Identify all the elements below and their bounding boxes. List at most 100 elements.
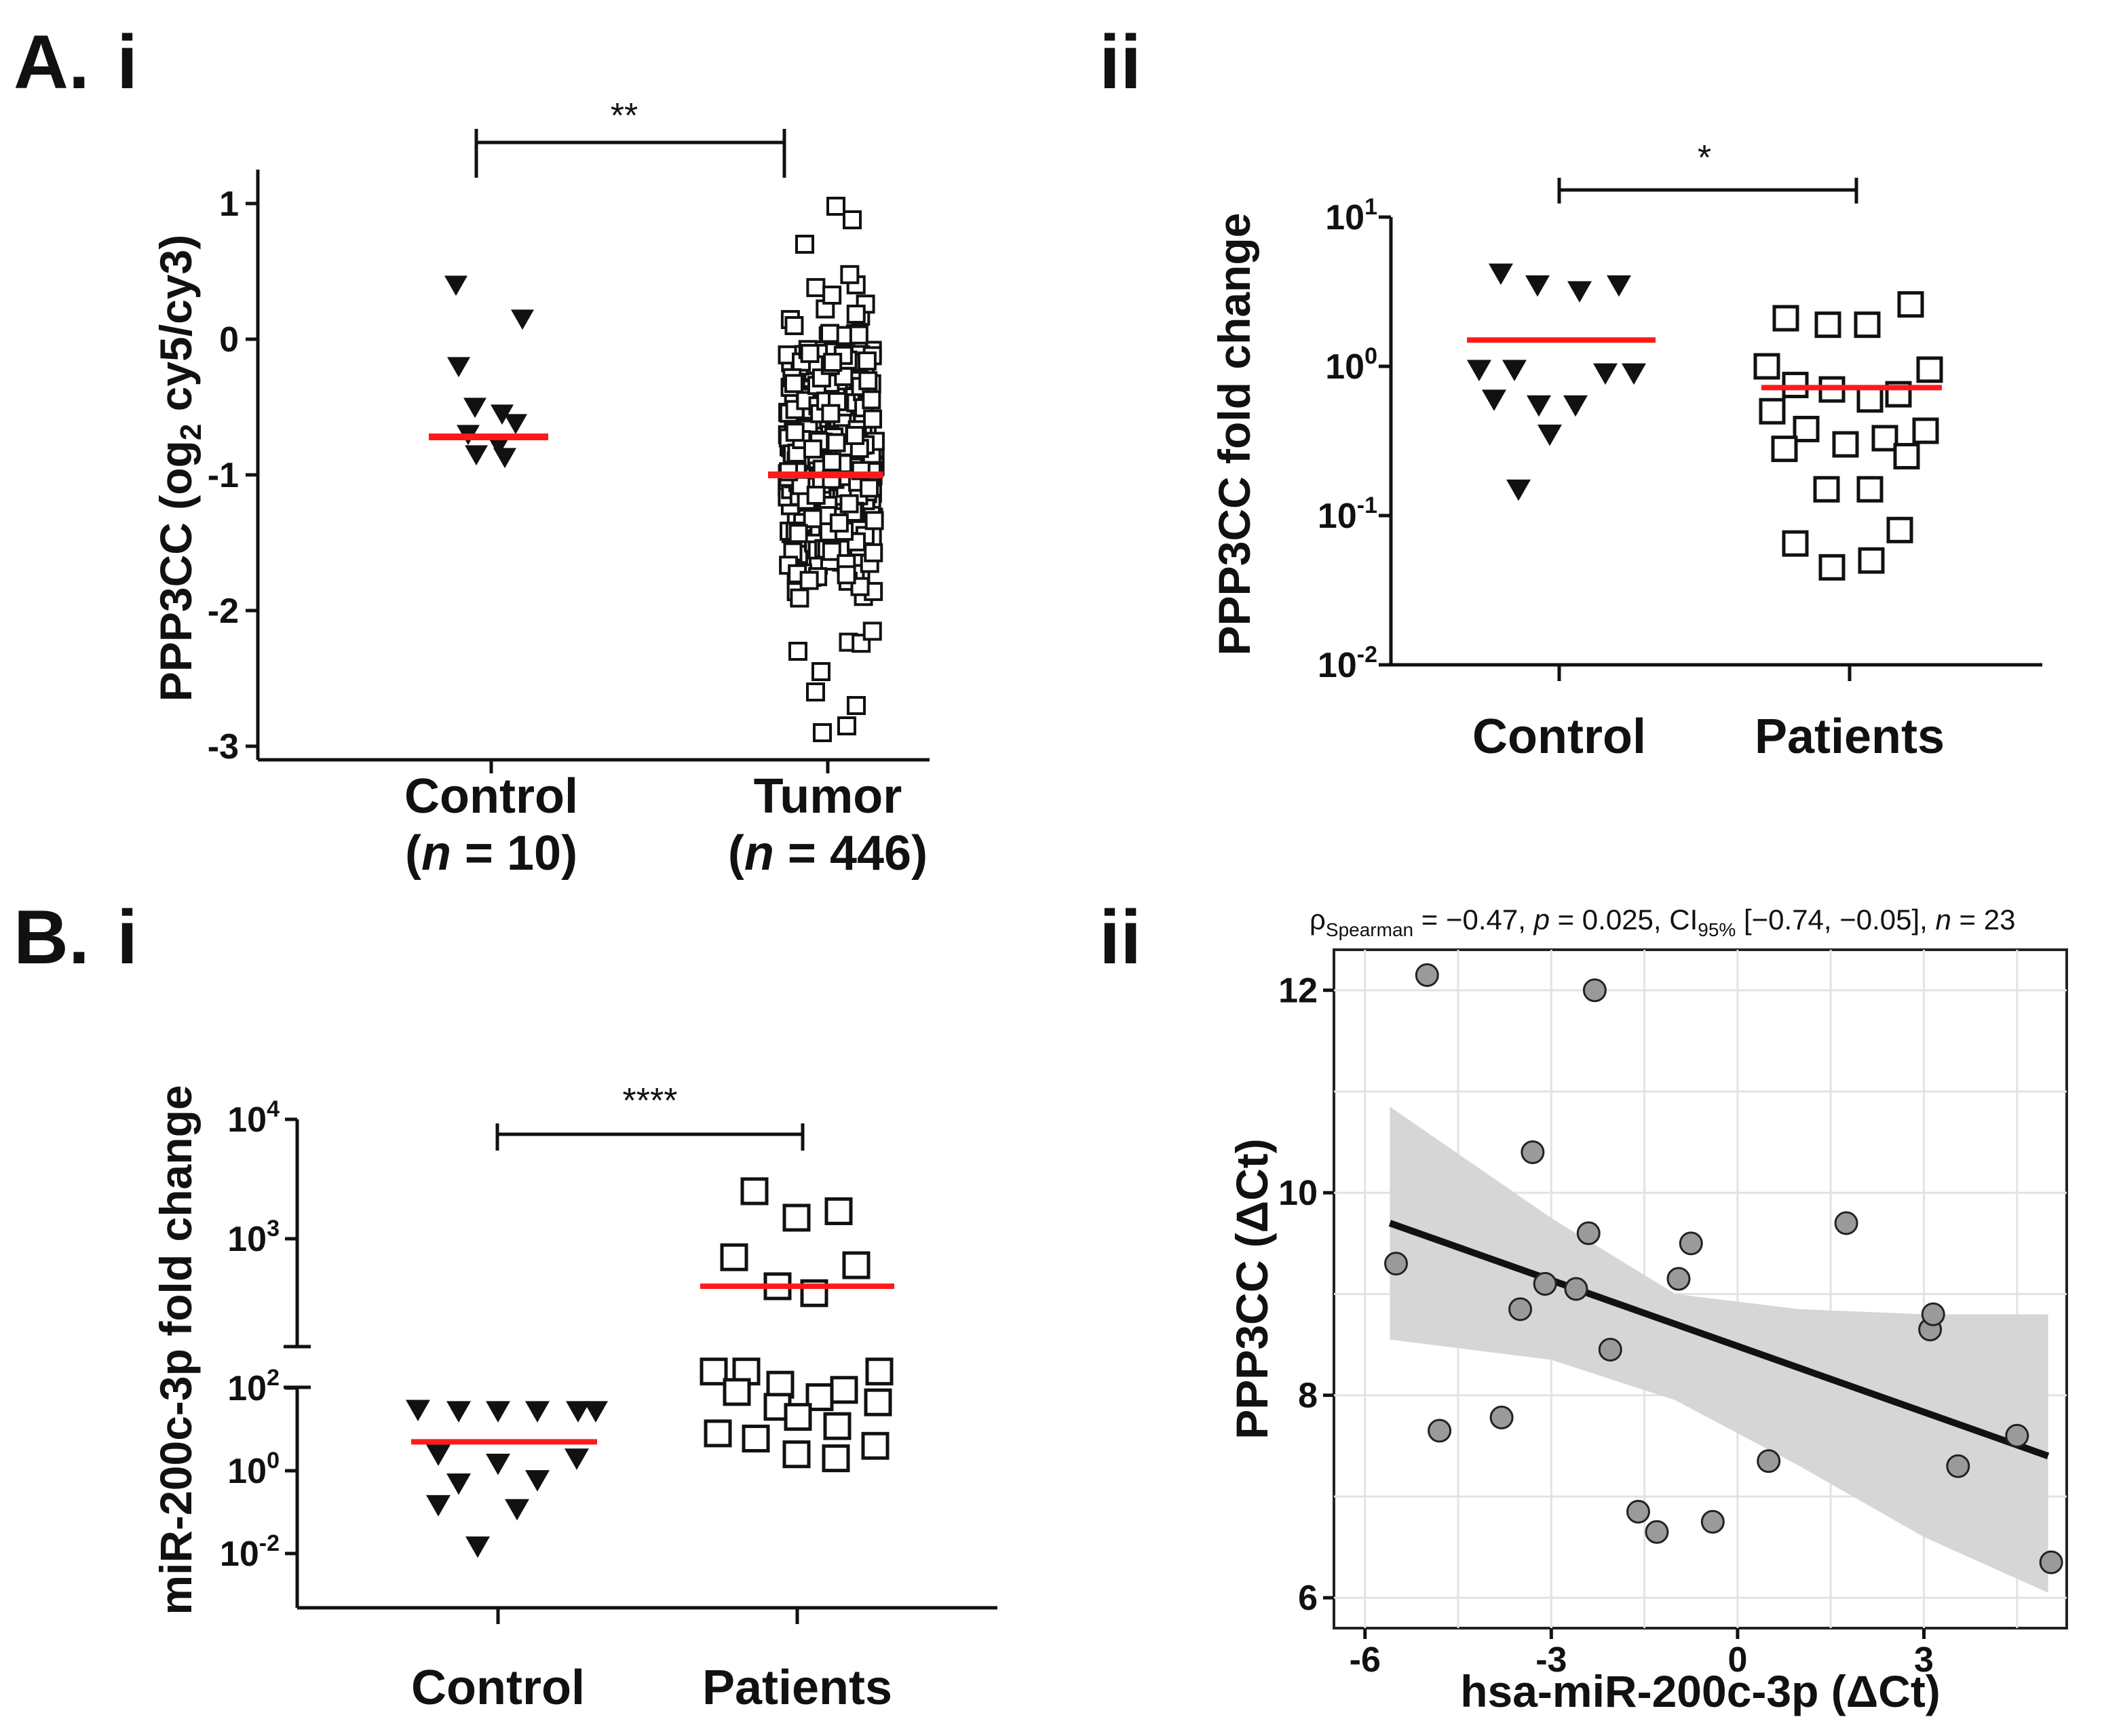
b-ii-data-point [1428,1419,1452,1443]
panel-label-b: B. [14,895,90,980]
a-i-y-tick-label: -2 [208,592,239,631]
b-i-control-point [446,1473,471,1495]
a-i-tumor-point [803,439,822,459]
a-ii-control-point [1525,275,1550,297]
b-ii-data-point [1626,1499,1650,1524]
a-ii-patients-point [1814,311,1841,339]
b-ii-data-point [1946,1454,1970,1478]
a-i-tumor-point [862,621,882,641]
a-i-control-point [444,275,467,296]
a-ii-patients-point [1856,386,1884,413]
b-ii-data-point [1598,1338,1622,1362]
a-i-tumor-point [822,452,842,471]
a-ii-control-point [1482,389,1506,411]
a-i-tumor-point [784,374,803,393]
b-i-patients-point [784,1403,812,1431]
b-ii-data-point [2005,1423,2029,1448]
b-ii-data-point [2039,1550,2063,1575]
b-ii-data-point [1564,1277,1588,1301]
b-i-control-point [566,1401,590,1423]
a-i-tumor-point [785,400,805,419]
a-ii-patients-point [1818,554,1846,581]
b-ii-x-tick-label: -6 [1350,1640,1381,1680]
a-ii-patients-point [1813,476,1840,503]
a-i-y-tick-label: 0 [219,320,239,360]
b-i-category-patients: Patients [702,1661,892,1715]
a-i-control-point [511,309,534,330]
a-i-tumor-point [806,277,826,297]
panel-b-i-chart: miR-200c-3p fold change 104 103 102 100 10-2… [151,1081,997,1715]
b-ii-x-tick-label: 0 [1727,1640,1747,1680]
a-i-tumor-point [785,423,805,442]
b-i-patients-point [861,1431,890,1460]
a-i-tumor-point [820,324,840,343]
b-ii-data-point [1700,1509,1725,1534]
a-i-tumor-point [863,409,883,429]
a-ii-patients-point [1753,353,1780,380]
b-i-control-point [525,1401,550,1423]
b-ii-data-point [1582,978,1607,1003]
b-ii-data-point [1679,1231,1703,1256]
b-i-control-point [406,1400,430,1421]
a-i-tumor-point [846,305,866,324]
panel-b-ii-chart: -6 -3 0 3 12 10 8 6 ρSpearman = −0.47, p = 0.02… [1227,904,2068,1716]
b-ii-x-axis-label: hsa-miR-200c-3p (ΔCt) [1460,1666,1941,1716]
b-i-control-point [446,1401,471,1423]
b-i-y-tick-label: 10-2 [220,1530,280,1574]
b-ii-data-point [1489,1406,1514,1430]
b-ii-data-point [1508,1297,1533,1322]
a-i-tumor-point [813,723,832,742]
b-i-control-point [584,1401,608,1423]
b-ii-data-point [1384,1252,1409,1276]
a-ii-patients-point [1782,530,1809,557]
panel-a-ii-chart: PPP3CC fold change 101 100 10-1 10-2 * Cont… [1209,138,2042,764]
a-i-category-control: Control [404,769,578,824]
a-i-tumor-point [811,662,830,681]
b-ii-correlation-stats: ρSpearman = −0.47, p = 0.025, CI95% [−0.… [1310,904,2015,940]
a-i-tumor-point [823,353,843,372]
a-i-tumor-point [862,390,881,410]
a-i-tumor-point [822,286,842,305]
a-ii-patients-point [1916,356,1943,383]
b-ii-y-tick-label: 12 [1278,971,1318,1011]
b-i-patients-point [700,1357,728,1386]
a-ii-y-tick-label: 100 [1325,343,1377,387]
a-i-tumor-point [864,543,883,562]
b-i-patients-point [830,1376,858,1404]
b-i-patients-point [742,1425,770,1453]
a-ii-control-point [1489,263,1513,285]
b-ii-data-point [1757,1449,1781,1473]
a-ii-control-point [1567,281,1592,303]
b-i-category-control: Control [411,1661,585,1715]
b-i-patients-point [740,1177,769,1205]
b-i-significance-bracket: **** [495,1081,805,1151]
b-ii-y-tick-label: 10 [1278,1174,1318,1213]
b-i-patients-point [822,1444,850,1473]
b-i-patients-point [782,1203,811,1232]
a-i-control-point [447,357,470,378]
b-ii-regression-line [1388,1220,2050,1459]
a-ii-patients-point [1854,311,1881,339]
b-i-control-point [426,1494,451,1517]
a-ii-patients-point [1897,291,1924,318]
b-i-control-point [565,1448,589,1470]
a-i-tumor-point [806,486,826,505]
a-ii-category-control: Control [1472,710,1646,764]
panel-label-a-i: i [117,20,138,104]
b-i-patients-point [865,1357,894,1386]
a-i-category-tumor-n: (n = 446) [728,826,928,881]
a-i-tumor-point [829,513,849,533]
b-ii-y-axis-label: PPP3CC (ΔCt) [1227,1138,1277,1439]
a-ii-control-point [1593,363,1618,385]
b-i-y-tick-label: 103 [227,1216,280,1259]
a-i-control-point [465,445,488,466]
a-i-control-point [491,404,514,425]
b-ii-x-tick-label: -3 [1535,1640,1567,1680]
a-i-control-point [504,414,527,435]
b-ii-data-point [1645,1520,1669,1544]
panel-label-b-i: i [117,895,138,980]
b-i-control-point [465,1536,490,1558]
a-ii-patients-point [1893,442,1920,469]
a-i-tumor-point [826,197,845,216]
